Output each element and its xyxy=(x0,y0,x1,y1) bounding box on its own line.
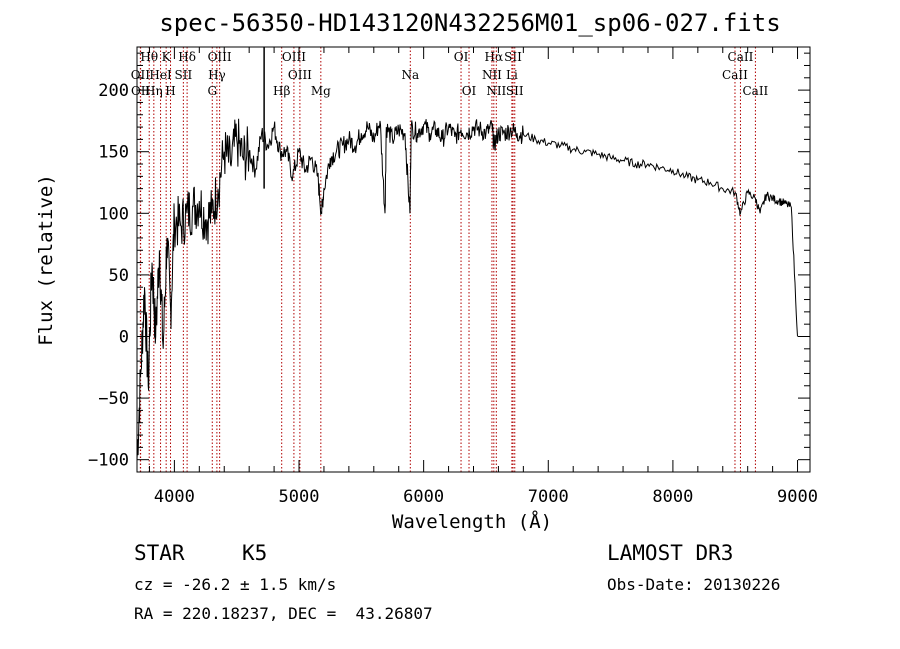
spectral-line-label: OIII xyxy=(288,68,312,82)
spectral-line-label: Hδ xyxy=(178,50,196,64)
x-tick-label: 6000 xyxy=(403,487,444,507)
spectral-line-label: Mg xyxy=(311,84,331,98)
x-tick-label: 8000 xyxy=(652,487,693,507)
y-tick-label: 100 xyxy=(98,204,129,224)
spectral-line-label: K xyxy=(162,50,172,64)
spectral-line-label: CaII xyxy=(742,84,768,98)
spectral-line-label: Hη xyxy=(145,84,163,98)
y-axis: −100 −50 0 50 100 150 200 xyxy=(88,52,810,471)
y-tick-label: 150 xyxy=(98,143,129,163)
spectral-line-label: Hβ xyxy=(273,84,290,98)
spectral-line-label: OIII xyxy=(208,50,232,64)
spectral-line-label: SII xyxy=(175,68,193,82)
spectral-line-label: CaII xyxy=(722,68,748,82)
coordinates-info: RA = 220.18237, DEC = 43.26807 xyxy=(134,604,433,623)
y-tick-label: 50 xyxy=(109,266,129,286)
y-tick-label: −50 xyxy=(98,389,129,409)
x-tick-label: 4000 xyxy=(154,487,195,507)
survey-name: LAMOST DR3 xyxy=(607,541,734,565)
spectral-line-label: H xyxy=(165,84,175,98)
plot-frame xyxy=(136,46,811,473)
object-class: STAR xyxy=(134,541,185,565)
x-axis-label: Wavelength (Å) xyxy=(392,510,552,533)
x-tick-label: 7000 xyxy=(528,487,569,507)
spectral-line-label: Hγ xyxy=(208,68,226,82)
x-tick-label: 5000 xyxy=(279,487,320,507)
spectral-line-label: SII xyxy=(506,84,524,98)
spectral-line-label: NII xyxy=(486,84,506,98)
x-tick-label: 9000 xyxy=(777,487,818,507)
spectral-line-label: G xyxy=(207,84,217,98)
y-tick-label: 200 xyxy=(98,81,129,101)
y-tick-label: 0 xyxy=(119,327,129,347)
spectral-line-label: OII xyxy=(131,84,151,98)
spectral-line-label: Na xyxy=(401,68,419,82)
series-line-flux xyxy=(136,118,798,460)
y-tick-label: −100 xyxy=(88,451,129,471)
spectral-line-label: OIII xyxy=(282,50,306,64)
object-subclass: K5 xyxy=(242,541,268,565)
observation-date: Obs-Date: 20130226 xyxy=(607,575,781,594)
spectral-line-label: CaII xyxy=(728,50,754,64)
spectral-line-label: Hθ xyxy=(140,50,158,64)
series-layer xyxy=(136,118,798,460)
chart-title: spec-56350-HD143120N432256M01_sp06-027.f… xyxy=(159,9,780,37)
x-axis: 4000 5000 6000 7000 8000 9000 xyxy=(148,47,818,507)
y-axis-label: Flux (relative) xyxy=(35,174,57,346)
spectral-line-label: Li xyxy=(506,68,518,82)
spectral-line-label: NII xyxy=(482,68,502,82)
spectral-line-label: SII xyxy=(504,50,522,64)
spectral-line-label: OI xyxy=(454,50,469,64)
redshift-info: cz = -26.2 ± 1.5 km/s xyxy=(134,575,337,594)
spectral-line-label: OI xyxy=(462,84,477,98)
spectral-line-label: Hα xyxy=(485,50,504,64)
spectral-line-label: HeI xyxy=(149,68,172,82)
